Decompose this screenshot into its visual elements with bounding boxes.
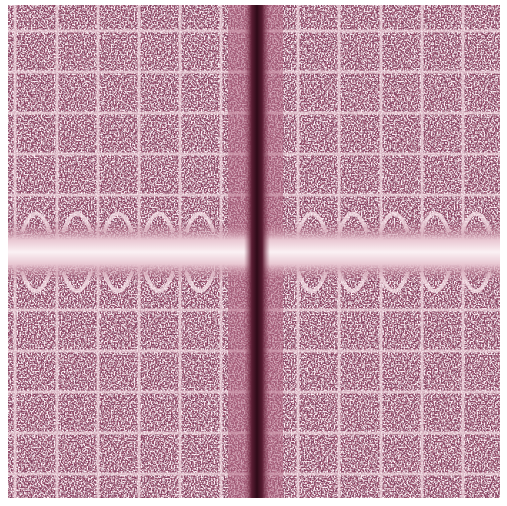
page	[0, 0, 507, 506]
image-area	[8, 5, 500, 498]
fractal-image	[0, 0, 507, 506]
vertical-band	[244, 5, 270, 498]
